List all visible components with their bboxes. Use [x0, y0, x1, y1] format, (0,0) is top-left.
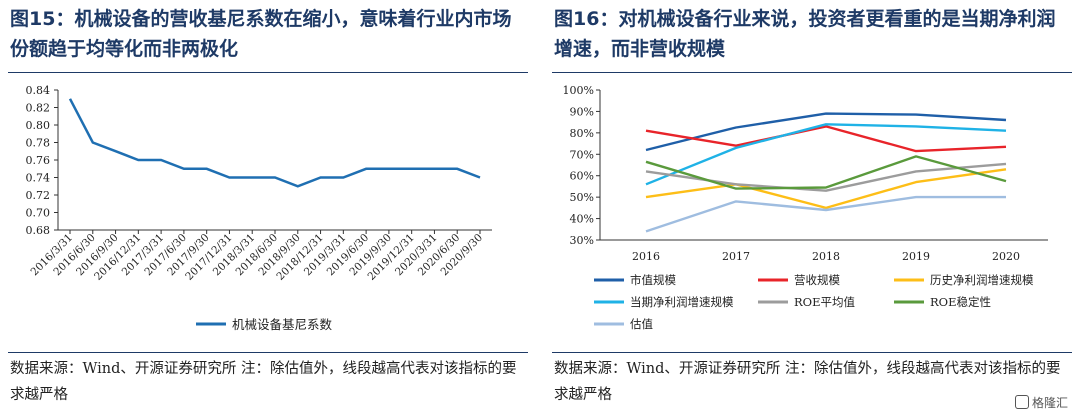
series-line: [645, 112, 1007, 152]
gini-line-chart: 0.680.700.720.740.760.780.800.820.842016…: [26, 84, 492, 332]
y-tick-label: 0.68: [26, 224, 51, 237]
watermark: 格隆汇: [1010, 393, 1072, 412]
y-tick-label: 30%: [570, 234, 594, 247]
x-tick-label: 2020: [992, 250, 1020, 263]
y-tick-label: 0.72: [26, 189, 51, 202]
x-tick-label: 2017: [722, 250, 750, 263]
figure-16-title: 图16：对机械设备行业来说，投资者更看重的是当期净利润增速，而非营收规模: [554, 8, 1056, 60]
legend-label: ROE平均值: [794, 295, 855, 309]
y-tick-label: 0.70: [26, 207, 51, 220]
legend-label: 机械设备基尼系数: [232, 317, 333, 332]
figure-15-title: 图15：机械设备的营收基尼系数在缩小，意味着行业内市场份额趋于均等化而非两极化: [10, 8, 512, 60]
y-tick-label: 0.84: [26, 84, 51, 97]
series-line: [645, 123, 1007, 186]
source-rule: [552, 352, 1072, 353]
x-tick-label: 2019: [902, 250, 930, 263]
y-tick-label: 50%: [570, 191, 594, 204]
y-tick-label: 0.74: [26, 172, 51, 185]
y-tick-label: 0.76: [26, 154, 51, 167]
legend-label: 估值: [630, 317, 653, 331]
x-tick-label: 2018: [812, 250, 840, 263]
right-panel: 图16：对机械设备行业来说，投资者更看重的是当期净利润增速，而非营收规模 30%…: [548, 0, 1080, 416]
left-panel: 图15：机械设备的营收基尼系数在缩小，意味着行业内市场份额趋于均等化而非两极化 …: [0, 0, 536, 416]
legend-label: 营收规模: [794, 273, 840, 287]
y-tick-label: 70%: [570, 148, 594, 161]
y-tick-label: 0.78: [26, 137, 51, 150]
title-rule: [552, 72, 1072, 73]
y-tick-label: 60%: [570, 170, 594, 183]
y-tick-label: 80%: [570, 127, 594, 140]
series-line: [645, 125, 1007, 153]
legend-label: ROE稳定性: [930, 295, 991, 309]
factor-weight-line-chart: 30% 40% 50% 60% 70% 80% 90% 100% 2016 2017 2018 201…: [563, 84, 1048, 331]
watermark-logo-icon: [1014, 395, 1029, 409]
source-rule: [8, 352, 528, 353]
series-line: [645, 155, 1007, 190]
y-tick-label: 100%: [563, 84, 594, 97]
y-tick-label: 0.82: [26, 102, 51, 115]
series-line-gini: [68, 98, 481, 188]
series-line: [645, 168, 1007, 210]
legend-label: 当期净利润增速规模: [630, 295, 734, 309]
watermark-text: 格隆汇: [1031, 396, 1068, 410]
legend-label: 历史净利润增速规模: [930, 273, 1034, 287]
figure-16-source: 数据来源：Wind、开源证券研究所 注：除估值外，线段越高代表对该指标的要求越严…: [554, 361, 1061, 403]
y-tick-label: 40%: [570, 213, 594, 226]
legend-label: 市值规模: [630, 273, 676, 287]
x-tick-label: 2016: [632, 250, 660, 263]
title-rule: [8, 72, 528, 73]
y-tick-label: 0.80: [26, 119, 51, 132]
series-line: [645, 195, 1006, 233]
figure-15-source: 数据来源：Wind、开源证券研究所 注：除估值外，线段越高代表对该指标的要求越严…: [10, 361, 517, 403]
y-tick-label: 90%: [570, 105, 594, 118]
